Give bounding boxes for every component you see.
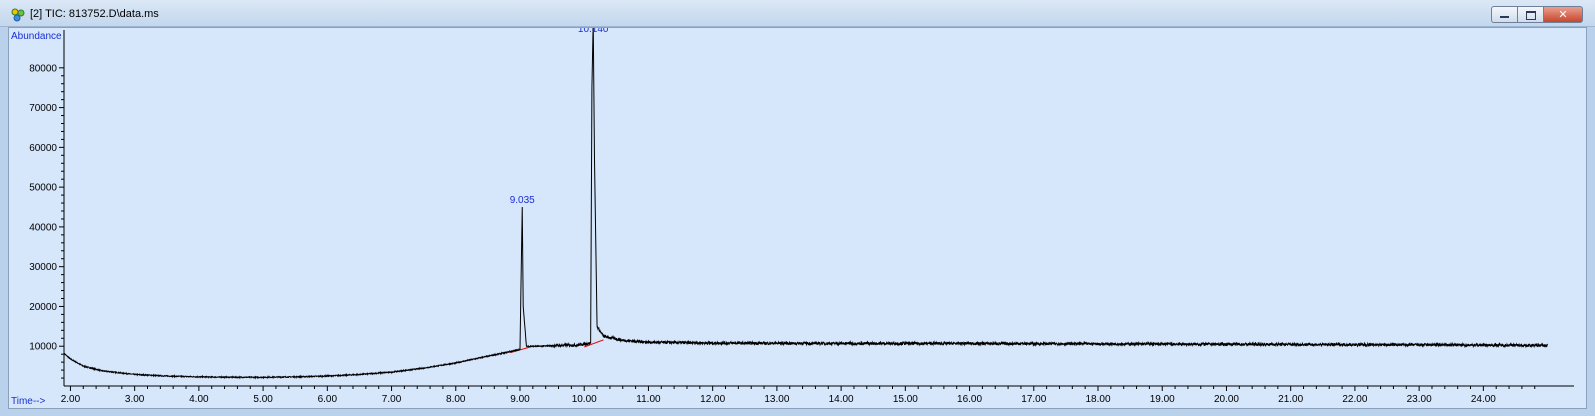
x-tick-label: 5.00	[253, 394, 273, 405]
y-axis-label: Abundance	[11, 31, 62, 42]
chromatogram-app-icon	[11, 8, 25, 22]
x-tick-label: 15.00	[893, 394, 918, 405]
integration-baseline	[510, 345, 533, 354]
maximize-icon	[1526, 11, 1536, 20]
x-tick-label: 18.00	[1085, 394, 1110, 405]
x-tick-label: 23.00	[1407, 394, 1432, 405]
y-tick-label: 40000	[29, 222, 57, 233]
y-tick-label: 60000	[29, 143, 57, 154]
peak-label: 9.035	[510, 195, 535, 206]
x-tick-label: 13.00	[764, 394, 789, 405]
integration-baseline	[584, 339, 604, 348]
y-tick-label: 70000	[29, 103, 57, 114]
x-tick-label: 19.00	[1150, 394, 1175, 405]
y-tick-label: 30000	[29, 262, 57, 273]
window-controls: ✕	[1491, 6, 1583, 23]
peak-labels: 9.035 10.140	[510, 28, 609, 206]
tic-trace-line	[63, 28, 1549, 380]
peak-label: 10.140	[578, 28, 609, 35]
window-title: [2] TIC: 813752.D\data.ms	[30, 8, 159, 20]
maximize-button[interactable]	[1517, 6, 1543, 23]
x-tick-label: 17.00	[1021, 394, 1046, 405]
y-tick-label: 10000	[29, 342, 57, 353]
x-tick-label: 14.00	[829, 394, 854, 405]
x-tick-label: 7.00	[382, 394, 402, 405]
x-tick-label: 21.00	[1278, 394, 1303, 405]
y-tick-label: 50000	[29, 183, 57, 194]
y-tick-label: 20000	[29, 302, 57, 313]
close-icon: ✕	[1558, 8, 1568, 21]
minimize-icon	[1500, 16, 1509, 18]
integration-baselines	[510, 339, 604, 354]
x-tick-label: 3.00	[125, 394, 145, 405]
x-axis-label: Time-->	[11, 396, 46, 407]
chromatogram-chart: 2.00 3.00 4.00 5.00 6.00 7.00 8.00 9.00 10.00 11.…	[11, 28, 1574, 407]
x-tick-label: 12.00	[700, 394, 725, 405]
x-tick-label: 9.00	[510, 394, 530, 405]
chromatogram-plot-area[interactable]: 2.00 3.00 4.00 5.00 6.00 7.00 8.00 9.00 10.00 11.…	[8, 27, 1587, 409]
x-tick-label: 24.00	[1471, 394, 1496, 405]
axis-ticks: 2.00 3.00 4.00 5.00 6.00 7.00 8.00 9.00 10.00 11.…	[29, 63, 1536, 405]
axes	[63, 30, 1574, 387]
x-tick-label: 11.00	[636, 394, 661, 405]
x-tick-label: 8.00	[446, 394, 466, 405]
x-tick-label: 6.00	[318, 394, 338, 405]
x-tick-label: 22.00	[1342, 394, 1367, 405]
x-tick-label: 16.00	[957, 394, 982, 405]
x-tick-label: 20.00	[1214, 394, 1239, 405]
y-tick-label: 80000	[29, 63, 57, 74]
x-tick-label: 2.00	[61, 394, 81, 405]
x-tick-label: 4.00	[189, 394, 209, 405]
window-titlebar[interactable]: [2] TIC: 813752.D\data.ms ✕	[0, 0, 1595, 27]
x-tick-label: 10.00	[572, 394, 597, 405]
close-button[interactable]: ✕	[1543, 6, 1583, 23]
minimize-button[interactable]	[1491, 6, 1517, 23]
